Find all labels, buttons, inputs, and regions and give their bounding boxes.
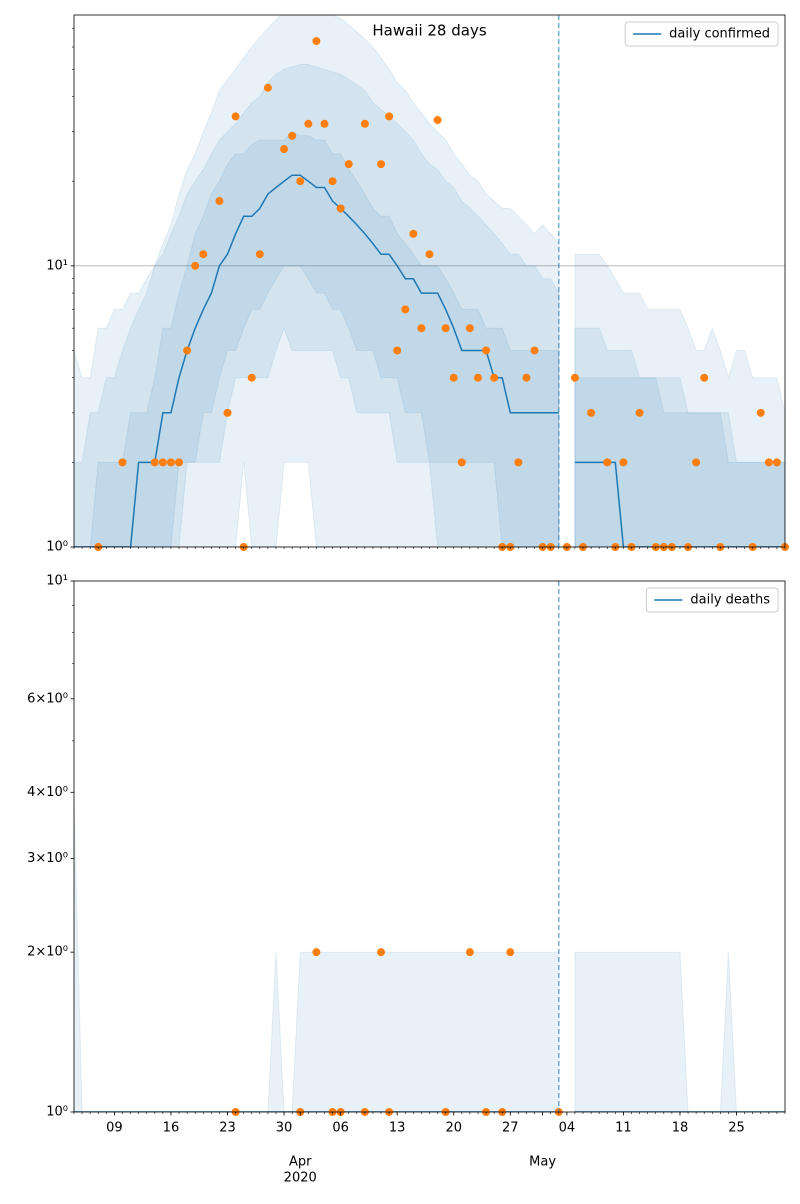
data-point — [215, 197, 224, 206]
x-tick-label: 30 — [276, 1121, 293, 1136]
data-point — [772, 458, 781, 467]
data-point — [231, 112, 240, 121]
x-major-label: Apr — [289, 1155, 312, 1170]
data-point — [635, 408, 644, 417]
x-tick-label: 25 — [728, 1121, 745, 1136]
data-point — [473, 373, 482, 382]
data-point — [183, 346, 192, 355]
x-major-label: May — [529, 1155, 556, 1170]
legend-label: daily confirmed — [669, 27, 770, 42]
x-tick-label: 16 — [163, 1121, 180, 1136]
data-point — [522, 373, 531, 382]
data-point — [433, 116, 442, 125]
data-point — [175, 458, 184, 467]
y-tick-label: 6×10⁰ — [27, 691, 68, 706]
legend-label: daily deaths — [690, 593, 770, 608]
data-point — [150, 458, 159, 467]
data-point — [344, 160, 353, 169]
data-point — [764, 458, 773, 467]
legend: daily deaths — [645, 587, 779, 613]
y-tick-label: 10¹ — [46, 574, 68, 589]
data-point — [692, 458, 701, 467]
data-point — [465, 324, 474, 333]
confidence-band — [74, 15, 785, 547]
data-point — [360, 119, 369, 128]
x-tick-label: 18 — [672, 1121, 689, 1136]
legend-box — [645, 587, 779, 613]
data-point — [199, 250, 208, 259]
data-point — [223, 408, 232, 417]
data-point — [304, 119, 313, 128]
data-point — [312, 37, 321, 46]
data-point — [328, 177, 337, 186]
data-point — [158, 458, 167, 467]
data-point — [425, 250, 434, 259]
plot-area — [74, 15, 785, 547]
y-tick-label: 3×10⁰ — [27, 851, 68, 866]
data-point — [166, 458, 175, 467]
data-point — [401, 305, 410, 314]
data-point — [587, 408, 596, 417]
data-point — [756, 408, 765, 417]
data-point — [506, 948, 515, 957]
data-point — [482, 346, 491, 355]
x-tick-label: 23 — [219, 1121, 236, 1136]
y-tick-label: 10⁰ — [46, 540, 68, 555]
data-point — [385, 112, 394, 121]
data-point — [441, 324, 450, 333]
data-point — [417, 324, 426, 333]
data-point — [280, 145, 289, 154]
x-tick-label: 20 — [445, 1121, 462, 1136]
data-point — [514, 458, 523, 467]
data-point — [263, 83, 272, 92]
confidence-band — [74, 64, 785, 547]
data-point — [255, 250, 264, 259]
y-tick-label: 2×10⁰ — [27, 945, 68, 960]
data-point — [377, 948, 386, 957]
data-point — [409, 229, 418, 238]
y-tick-label: 10¹ — [46, 258, 68, 273]
x-tick-label: 27 — [502, 1121, 519, 1136]
data-point — [118, 458, 127, 467]
data-point — [191, 261, 200, 270]
data-point — [288, 131, 297, 140]
data-point — [312, 948, 321, 957]
chart-title: Hawaii 28 days — [372, 22, 486, 40]
data-point — [449, 373, 458, 382]
plot-area — [74, 798, 785, 1112]
data-point — [570, 373, 579, 382]
x-year-label: 2020 — [284, 1171, 317, 1186]
y-tick-label: 10⁰ — [46, 1105, 68, 1120]
x-tick-label: 04 — [559, 1121, 576, 1136]
x-tick-label: 11 — [615, 1121, 632, 1136]
data-point — [247, 373, 256, 382]
data-point — [296, 177, 305, 186]
data-point — [457, 458, 466, 467]
data-point — [393, 346, 402, 355]
legend-box — [624, 21, 779, 47]
confidence-band — [74, 798, 785, 1112]
data-point — [700, 373, 709, 382]
x-tick-label: 09 — [106, 1121, 123, 1136]
data-point — [603, 458, 612, 467]
y-tick-label: 4×10⁰ — [27, 785, 68, 800]
legend: daily confirmed — [624, 21, 779, 47]
x-tick-label: 06 — [332, 1121, 349, 1136]
data-point — [619, 458, 628, 467]
data-point — [336, 204, 345, 213]
data-point — [490, 373, 499, 382]
data-point — [465, 948, 474, 957]
data-point — [377, 160, 386, 169]
data-point — [530, 346, 539, 355]
x-tick-label: 13 — [389, 1121, 406, 1136]
data-point — [320, 119, 329, 128]
